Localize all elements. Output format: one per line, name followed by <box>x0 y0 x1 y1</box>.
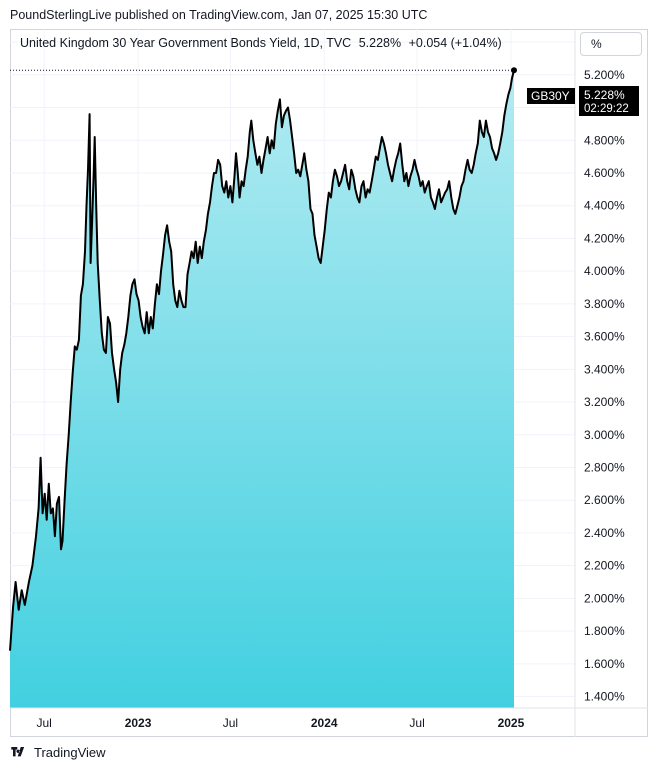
badge-symbol-box <box>527 88 575 104</box>
time-axis: Jul 2023 Jul 2024 Jul 2025 <box>37 716 525 730</box>
time-axis-label: Jul <box>223 716 238 730</box>
time-axis-label: 2024 <box>311 716 338 730</box>
time-axis-label: 2023 <box>125 716 152 730</box>
chart-legend: United Kingdom 30 Year Government Bonds … <box>20 36 506 50</box>
time-axis-label: 2025 <box>498 716 525 730</box>
price-axis-label: 3.200% <box>584 395 625 409</box>
price-axis-label: 2.400% <box>584 526 625 540</box>
last-value-marker <box>511 67 517 74</box>
price-axis-label: 2.800% <box>584 460 625 474</box>
time-axis-label: Jul <box>409 716 424 730</box>
price-axis-label: 1.400% <box>584 690 625 704</box>
percent-scale-button[interactable]: % <box>580 32 642 56</box>
price-axis-label: 4.400% <box>584 199 625 213</box>
price-badge: GB30Y 5.228% 02:29:22 <box>527 86 639 116</box>
price-axis-label: 1.800% <box>584 624 625 638</box>
price-axis: 5.400%5.200%5.000%4.800%4.600%4.400%4.20… <box>584 35 625 703</box>
publisher-attribution: PoundSterlingLive published on TradingVi… <box>10 8 428 22</box>
price-axis-label: 3.400% <box>584 362 625 376</box>
price-axis-label: 4.600% <box>584 166 625 180</box>
price-axis-label: 4.000% <box>584 264 625 278</box>
badge-value-box <box>579 86 639 116</box>
yield-area-fill <box>10 70 514 708</box>
footer-brand-label: TradingView <box>34 745 106 760</box>
price-axis-label: 2.000% <box>584 591 625 605</box>
footer-brand[interactable]: TradingView <box>10 745 106 760</box>
legend-title: United Kingdom 30 Year Government Bonds … <box>20 36 352 50</box>
tradingview-logo-icon <box>11 746 25 756</box>
price-axis-label: 1.600% <box>584 657 625 671</box>
price-axis-label: 2.200% <box>584 559 625 573</box>
legend-last-value: 5.228% <box>358 36 402 50</box>
price-axis-label: 3.000% <box>584 428 625 442</box>
price-axis-label: 3.800% <box>584 297 625 311</box>
price-axis-label: 4.800% <box>584 133 625 147</box>
time-axis-label: Jul <box>37 716 52 730</box>
legend-change: +0.054 (+1.04%) <box>408 36 502 50</box>
chart-frame <box>10 29 648 737</box>
price-axis-label: 2.600% <box>584 493 625 507</box>
badge-countdown: 02:29:22 <box>584 103 629 115</box>
badge-value: 5.228% <box>584 88 625 102</box>
badge-symbol: GB30Y <box>531 89 570 103</box>
price-axis-label: 3.600% <box>584 330 625 344</box>
price-axis-label: 4.200% <box>584 231 625 245</box>
price-axis-label: 5.200% <box>584 68 625 82</box>
yield-series-line <box>9 69 515 651</box>
